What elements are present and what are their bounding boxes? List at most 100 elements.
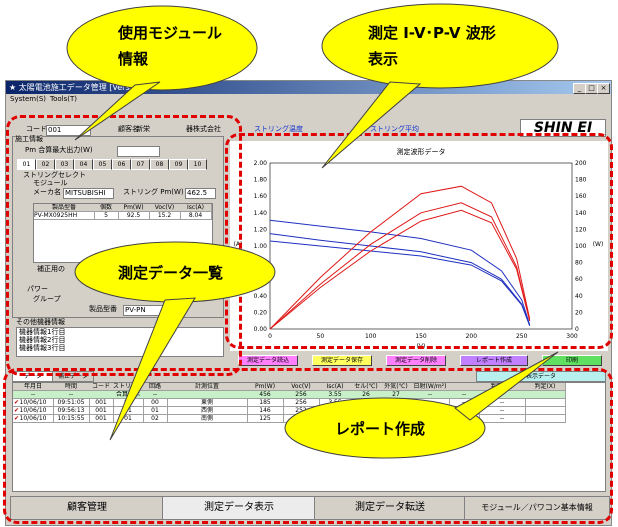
- group-label: グループ: [33, 295, 61, 303]
- highlight-waveform: [225, 133, 613, 349]
- cell-model[interactable]: PV-MX0925HH: [34, 212, 95, 220]
- cell-isc[interactable]: 8.04: [180, 212, 212, 220]
- customer-value: 新栄: [136, 125, 150, 133]
- grid-row-cell[interactable]: 001: [89, 407, 114, 415]
- create-report-button[interactable]: レポート作成: [460, 355, 528, 366]
- callout-waveform-line2: 表示: [368, 50, 399, 68]
- tab-module-pcs-info[interactable]: モジュール／パワコン基本情報: [464, 496, 610, 520]
- tab-02[interactable]: 02: [36, 159, 55, 170]
- callout-module-line2: 情報: [118, 50, 149, 68]
- maker-label: メーカ名: [33, 188, 61, 196]
- grid-row-cell[interactable]: 09:56:13: [53, 407, 90, 415]
- callout-waveform-text: 測定 I-V･P-V 波形 表示: [368, 20, 496, 72]
- y-left-tick-label: 1.80: [254, 177, 268, 184]
- tab-10[interactable]: 10: [188, 159, 207, 170]
- x-tick-label: 100: [365, 333, 377, 340]
- window-title: ★ 太陽電池施工データ管理 [Version: [9, 83, 142, 92]
- load-data-button[interactable]: 測定データ読込: [238, 355, 298, 366]
- series-line-5: [269, 202, 531, 330]
- company-value: 器株式会社: [186, 125, 221, 133]
- grid-row-cell[interactable]: 10/06/10: [13, 399, 54, 407]
- grid-row-cell[interactable]: 南側: [167, 415, 248, 423]
- grid-row-cell[interactable]: 256: [283, 399, 320, 407]
- callout-module-info-text: 使用モジュール 情報: [118, 20, 222, 72]
- chart-title: 測定波形データ: [397, 147, 446, 156]
- row-checkmark-icon[interactable]: ✔: [14, 399, 20, 406]
- grid-row-cell[interactable]: 10/06/10: [13, 407, 54, 415]
- y-right-tick-label: 20: [575, 309, 583, 316]
- menu-tools[interactable]: Tools(T): [50, 95, 77, 103]
- y-right-tick-label: 40: [575, 293, 583, 300]
- code-label: コード: [26, 125, 47, 133]
- close-button[interactable]: ×: [597, 83, 610, 94]
- callout-module-line1: 使用モジュール: [118, 24, 222, 42]
- y-left-tick-label: 0.40: [254, 293, 268, 300]
- grid-row-cell[interactable]: 01: [113, 415, 144, 423]
- grid-header-cell: 判定(X): [525, 383, 566, 391]
- customer-label: 顧客名: [118, 125, 139, 133]
- grid-row-cell[interactable]: 125: [247, 415, 284, 423]
- other-info-row: 機器情報3行目: [19, 344, 66, 352]
- tab-07[interactable]: 07: [131, 159, 150, 170]
- grid-row-cell[interactable]: 01: [143, 407, 168, 415]
- maker-field[interactable]: MITSUBISHI: [63, 188, 114, 199]
- tab-03[interactable]: 03: [55, 159, 74, 170]
- cell-count[interactable]: 5: [94, 212, 119, 220]
- tab-06[interactable]: 06: [112, 159, 131, 170]
- grid-summary-cell[interactable]: [525, 391, 566, 399]
- tab-01[interactable]: 01: [17, 159, 36, 170]
- grid-row-cell[interactable]: 02: [143, 415, 168, 423]
- y-right-tick-label: 100: [575, 243, 587, 250]
- grid-row-cell[interactable]: 185: [247, 399, 284, 407]
- grid-row-cell[interactable]: --: [479, 407, 526, 415]
- x-tick-label: 0: [268, 333, 272, 340]
- tab-08[interactable]: 08: [150, 159, 169, 170]
- other-info-list[interactable]: 機器情報1行目 機器情報2行目 機器情報3行目: [16, 327, 224, 357]
- grid-row-cell[interactable]: 146: [247, 407, 284, 415]
- row-checkmark-icon[interactable]: ✔: [14, 415, 20, 422]
- series-line-1: [269, 219, 531, 325]
- grid-row-cell[interactable]: --: [479, 399, 526, 407]
- tab-measurement-display[interactable]: 測定データ表示: [162, 496, 316, 520]
- grid-row-cell[interactable]: [525, 399, 566, 407]
- grid-row-cell[interactable]: 東側: [167, 399, 248, 407]
- grid-row-cell[interactable]: 10/06/10: [13, 415, 54, 423]
- tab-04[interactable]: 04: [74, 159, 93, 170]
- tab-correction-data[interactable]: 補正データ: [52, 371, 94, 382]
- pm-total-field[interactable]: [117, 146, 160, 157]
- code-field[interactable]: 001: [46, 125, 91, 136]
- cell-pm[interactable]: 92.5: [118, 212, 150, 220]
- string-avg-label: ストリング平均: [370, 125, 419, 133]
- tab-09[interactable]: 09: [169, 159, 188, 170]
- menu-bar: System(S) Tools(T): [6, 94, 611, 105]
- plot-frame: [269, 162, 573, 330]
- grid-row-cell[interactable]: [525, 407, 566, 415]
- pm-total-label: Pm 合算最大出力(W): [25, 146, 93, 154]
- row-checkmark-icon[interactable]: ✔: [14, 407, 20, 414]
- tab-measurement-transfer[interactable]: 測定データ転送: [314, 496, 466, 520]
- grid-row-cell[interactable]: --: [479, 415, 526, 423]
- menu-system[interactable]: System(S): [10, 95, 47, 103]
- y-left-tick-label: 1.20: [254, 226, 268, 233]
- grid-row-cell[interactable]: 001: [89, 399, 114, 407]
- save-data-button[interactable]: 測定データ保存: [312, 355, 372, 366]
- y-right-tick-label: 120: [575, 226, 587, 233]
- y-left-tick-label: 0.00: [254, 326, 268, 333]
- tab-customer-management[interactable]: 顧客管理: [10, 496, 164, 520]
- series-line-4: [269, 185, 531, 330]
- y-right-tick-label: 180: [575, 177, 587, 184]
- string-pm-label: ストリング Pm(W): [123, 188, 184, 196]
- grid-row-cell[interactable]: 10:15:55: [53, 415, 90, 423]
- other-info-row: 機器情報1行目: [19, 328, 66, 336]
- tab-05[interactable]: 05: [93, 159, 112, 170]
- string-pm-field[interactable]: 462.5: [185, 188, 216, 199]
- grid-row-cell[interactable]: 09:51:05: [53, 399, 90, 407]
- grid-row-cell[interactable]: [525, 415, 566, 423]
- grid-row-cell[interactable]: 00: [143, 399, 168, 407]
- cell-voc[interactable]: 15.2: [149, 212, 181, 220]
- delete-data-button[interactable]: 測定データ削除: [386, 355, 446, 366]
- grid-row-cell[interactable]: 西側: [167, 407, 248, 415]
- waveform-chart: 測定波形データ0501001502002503000.000.200.400.6…: [230, 141, 608, 351]
- grid-row-cell[interactable]: 001: [89, 415, 114, 423]
